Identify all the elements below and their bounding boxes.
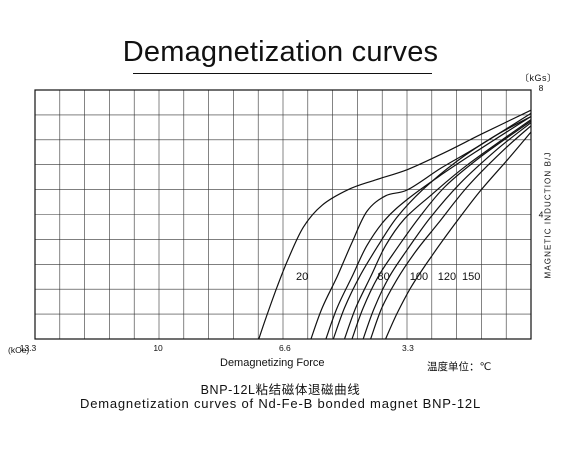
series-line-extra-6 <box>351 120 532 340</box>
series-line-extra-8 <box>385 131 532 340</box>
annotation-120: 120 <box>438 271 456 283</box>
y-tick-label: 8 <box>539 83 544 93</box>
series-line-80 <box>310 112 532 340</box>
tick-labels: 13.3 10 6.6 3.3 4 8 <box>20 83 544 353</box>
x-tick-label: 10 <box>153 343 163 353</box>
series-line-100 <box>325 115 532 340</box>
x-axis-units: (kOe) <box>8 345 30 355</box>
series-line-150 <box>362 122 532 340</box>
x-tick-label: 13.3 <box>20 343 37 353</box>
series-line-extra-7 <box>370 125 532 340</box>
annotation-100: 100 <box>410 271 428 283</box>
y-axis-units: 〔kGs〕 <box>520 73 557 83</box>
grid <box>35 90 531 339</box>
caption-chinese: BNP-12L粘结磁体退磁曲线 <box>200 383 361 397</box>
annotation-150: 150 <box>462 271 480 283</box>
plot-frame <box>34 89 532 340</box>
annotation-80: 80 <box>378 271 390 283</box>
annotation-20: 20 <box>296 271 308 283</box>
x-axis-label: Demagnetizing Force <box>220 357 325 369</box>
title-underline <box>133 73 432 74</box>
x-tick-label: 6.6 <box>279 343 291 353</box>
series-line-20 <box>258 109 532 340</box>
x-tick-label: 3.3 <box>402 343 414 353</box>
series-line-120 <box>343 119 532 340</box>
caption-english: Demagnetization curves of Nd-Fe-B bonded… <box>80 396 481 411</box>
series-group <box>258 109 532 340</box>
series-line-extra-5 <box>332 115 532 340</box>
temperature-unit-note: 温度单位：℃ <box>427 361 492 373</box>
y-tick-label: 4 <box>539 210 544 220</box>
curve-annotations: 20 80 100 120 150 <box>296 271 480 283</box>
chart-title: Demagnetization curves <box>122 36 439 68</box>
